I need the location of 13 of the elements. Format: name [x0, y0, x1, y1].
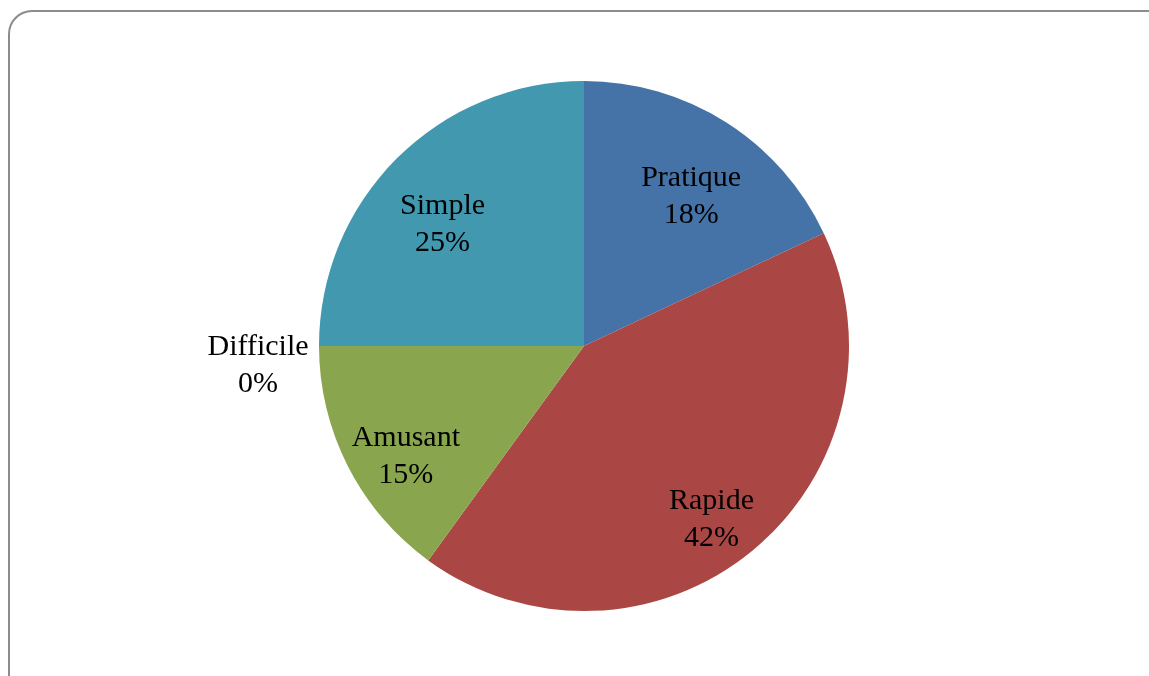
data-label: 42%	[683, 519, 739, 553]
slice-label: Rapide	[668, 482, 754, 516]
pie-slice	[584, 81, 824, 346]
data-label: 18%	[663, 196, 719, 230]
data-label: 15%	[378, 455, 434, 489]
data-label: 25%	[415, 223, 471, 257]
pie-slice	[319, 81, 584, 346]
text: 0%	[238, 365, 278, 398]
slice-label: Pratique	[641, 159, 742, 193]
slice-label: Amusant	[351, 418, 461, 452]
slice-label: Simple	[400, 186, 486, 220]
pie-slice	[319, 346, 584, 561]
category-label: Difficile	[207, 328, 309, 361]
